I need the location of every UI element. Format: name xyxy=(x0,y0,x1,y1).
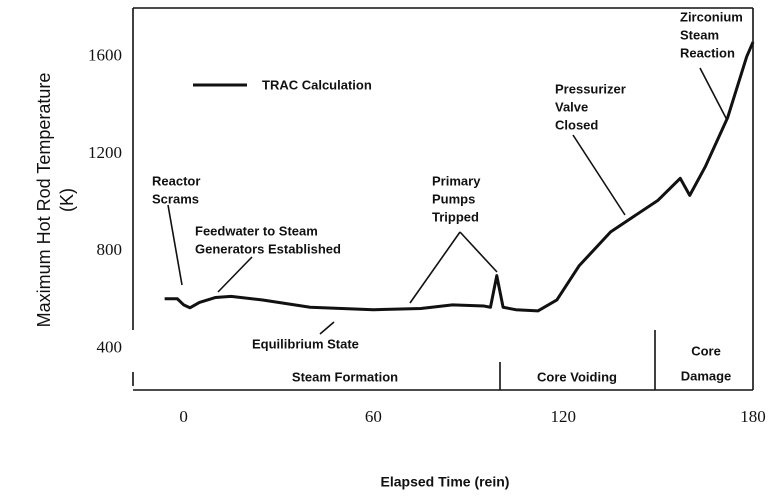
y-axis-label: Maximum Hot Rod Temperature xyxy=(34,73,54,328)
y-tick-label: 800 xyxy=(97,240,123,259)
x-tick-label: 120 xyxy=(550,407,576,426)
y-tick-label: 400 xyxy=(97,338,123,357)
y-tick-label: 1200 xyxy=(88,143,122,162)
annotation: Primary xyxy=(432,173,481,188)
x-axis-label: Elapsed Time (rein) xyxy=(381,474,510,490)
annotation: Scrams xyxy=(152,191,199,206)
phase-label: Damage xyxy=(681,368,732,383)
annotation: Pressurizer xyxy=(555,81,626,96)
annotation: Equilibrium State xyxy=(252,336,359,351)
x-tick-label: 60 xyxy=(365,407,382,426)
leader xyxy=(572,134,626,216)
data-line xyxy=(164,41,755,313)
leader xyxy=(699,67,728,121)
phase-label: Core xyxy=(691,343,721,358)
annotation: Reaction xyxy=(680,45,735,60)
leader xyxy=(217,256,253,293)
annotation: Tripped xyxy=(432,209,479,224)
annotation: Reactor xyxy=(152,173,200,188)
leader xyxy=(459,231,498,273)
y-axis-label: (K) xyxy=(57,188,77,212)
leader xyxy=(167,204,183,286)
annotation: Steam xyxy=(680,27,719,42)
annotation: Closed xyxy=(555,117,598,132)
legend-label: TRAC Calculation xyxy=(262,77,372,92)
leader xyxy=(319,321,335,335)
leader xyxy=(409,231,461,304)
annotation: Pumps xyxy=(432,191,475,206)
annotation: Generators Established xyxy=(195,241,341,256)
x-tick-label: 0 xyxy=(179,407,188,426)
y-tick-label: 1600 xyxy=(88,46,122,65)
annotation: Feedwater to Steam xyxy=(195,223,318,238)
phase-label: Steam Formation xyxy=(292,369,398,384)
phase-label: Core Voiding xyxy=(537,369,617,384)
annotation: Zirconium xyxy=(680,9,743,24)
annotation: Valve xyxy=(555,99,588,114)
x-tick-label: 180 xyxy=(740,407,766,426)
